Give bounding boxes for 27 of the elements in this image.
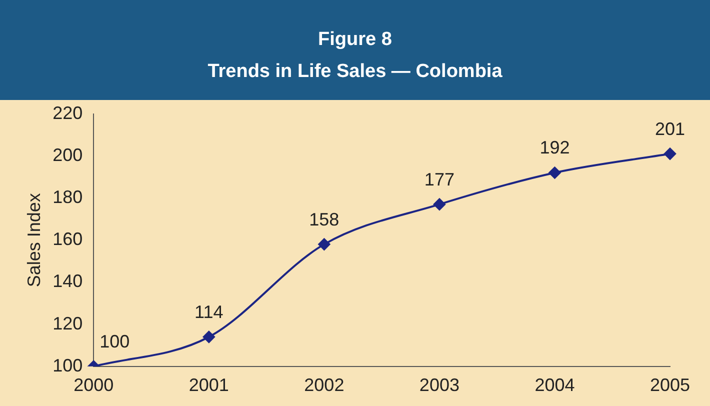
y-tick-label: 140 (52, 271, 83, 292)
x-tick-label: 2005 (650, 375, 690, 396)
x-tick-label: 2004 (534, 375, 575, 396)
data-label: 100 (100, 331, 130, 352)
data-label: 192 (540, 138, 570, 158)
data-label: 158 (309, 209, 340, 230)
y-tick-label: 180 (52, 186, 83, 207)
point (202, 330, 215, 343)
point (318, 238, 330, 250)
data-label: 201 (654, 118, 686, 139)
y-tick-label: 200 (52, 144, 83, 165)
chart-subtitle: Trends in Life Sales — Colombia (206, 60, 504, 84)
x-tick-label: 2002 (304, 375, 344, 396)
y-axis-title: Sales Index (24, 193, 44, 288)
x-tick-label: 2000 (74, 375, 114, 396)
y-tick-label: 120 (52, 313, 83, 334)
data-label: 114 (194, 302, 224, 322)
y-tick-label: 160 (52, 229, 83, 250)
point (664, 148, 676, 160)
point (433, 198, 446, 210)
chart-title: Figure 8 (317, 28, 393, 52)
x-tick-label: 2001 (188, 375, 229, 396)
y-tick-label: 220 (52, 102, 83, 123)
y-tick-label: 100 (52, 355, 83, 376)
x-tick-label: 2003 (419, 375, 460, 396)
data-label: 177 (424, 169, 454, 190)
point (548, 166, 561, 179)
